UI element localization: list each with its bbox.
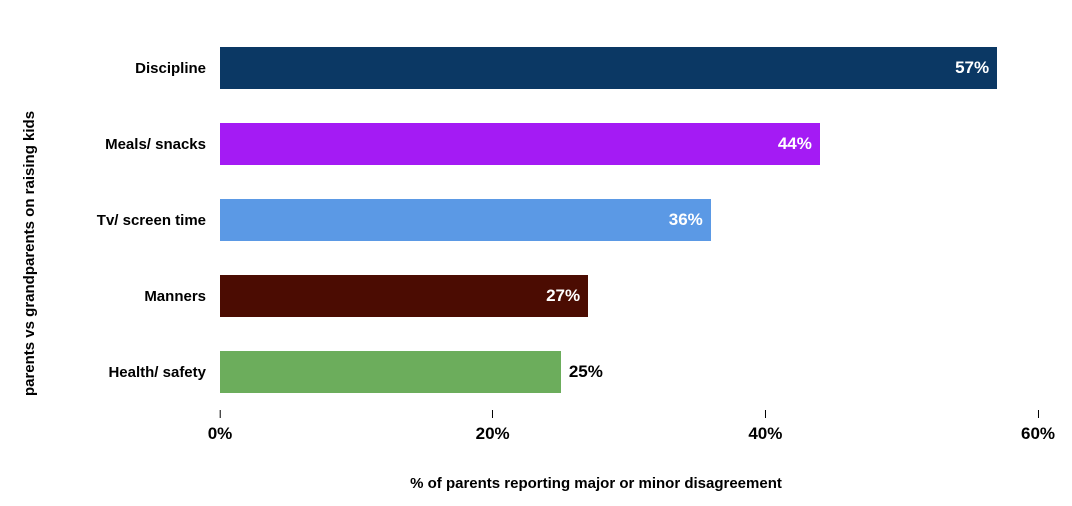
- chart-container: parents vs grandparents on raising kids …: [0, 0, 1072, 506]
- category-label: Discipline: [46, 47, 206, 89]
- x-axis-tick-mark: [765, 410, 766, 418]
- bar-value-label: 25%: [569, 351, 603, 393]
- y-axis-title-wrap: parents vs grandparents on raising kids: [10, 0, 50, 506]
- x-axis-ticks: 0% 20% 40% 60%: [220, 410, 1038, 450]
- bar-value-label: 57%: [955, 47, 989, 89]
- bar-row: Meals/ snacks 44%: [220, 123, 1038, 165]
- x-axis-tick-mark: [492, 410, 493, 418]
- bar-value-label: 36%: [669, 199, 703, 241]
- bar-value-label: 27%: [546, 275, 580, 317]
- bar: [220, 123, 820, 165]
- x-axis-tick-label: 0%: [208, 424, 233, 444]
- x-axis-tick: 0%: [208, 410, 233, 444]
- x-axis-tick-label: 20%: [476, 424, 510, 444]
- bar: [220, 199, 711, 241]
- bars-group: Discipline 57% Meals/ snacks 44% Tv/ scr…: [220, 30, 1038, 410]
- bar-row: Manners 27%: [220, 275, 1038, 317]
- category-label: Health/ safety: [46, 351, 206, 393]
- bar-row: Health/ safety 25%: [220, 351, 1038, 393]
- plot-area: Discipline 57% Meals/ snacks 44% Tv/ scr…: [220, 30, 1038, 410]
- x-axis-title: % of parents reporting major or minor di…: [0, 475, 1072, 492]
- category-label: Manners: [46, 275, 206, 317]
- bar: [220, 351, 561, 393]
- x-axis-tick: 20%: [476, 410, 510, 444]
- x-axis-tick-label: 40%: [748, 424, 782, 444]
- x-axis-tick-mark: [1038, 410, 1039, 418]
- bar: [220, 47, 997, 89]
- category-label: Tv/ screen time: [46, 199, 206, 241]
- bar-row: Tv/ screen time 36%: [220, 199, 1038, 241]
- bar: [220, 275, 588, 317]
- y-axis-title: parents vs grandparents on raising kids: [22, 110, 39, 395]
- category-label: Meals/ snacks: [46, 123, 206, 165]
- bar-row: Discipline 57%: [220, 47, 1038, 89]
- x-axis-tick-label: 60%: [1021, 424, 1055, 444]
- bar-value-label: 44%: [778, 123, 812, 165]
- x-axis-tick-mark: [219, 410, 220, 418]
- x-axis-tick: 40%: [748, 410, 782, 444]
- x-axis-tick: 60%: [1021, 410, 1055, 444]
